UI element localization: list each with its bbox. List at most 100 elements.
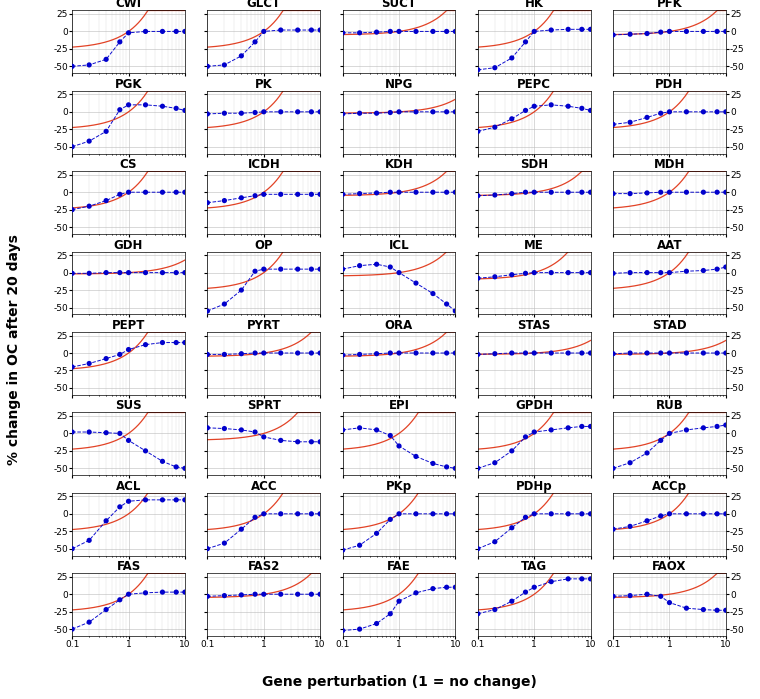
Point [370, 27, 382, 38]
Point [720, 605, 732, 616]
Point [545, 508, 557, 519]
Point [607, 119, 619, 130]
Point [139, 445, 151, 456]
Point [489, 457, 501, 468]
Point [711, 347, 724, 359]
Point [385, 26, 397, 37]
Point [720, 347, 732, 359]
Point [711, 421, 724, 432]
Point [122, 435, 135, 446]
Point [472, 608, 484, 619]
Point [337, 625, 349, 636]
Point [489, 189, 501, 201]
Point [505, 347, 518, 359]
Point [66, 268, 78, 279]
Point [274, 589, 287, 600]
Point [505, 113, 518, 124]
Point [410, 187, 422, 198]
Point [201, 349, 214, 360]
Point [697, 187, 709, 198]
Point [519, 105, 531, 116]
Point [697, 604, 709, 615]
Point [218, 59, 230, 71]
Point [427, 583, 439, 594]
Point [139, 99, 151, 110]
Title: NPG: NPG [385, 78, 413, 91]
Point [449, 26, 461, 37]
Point [607, 591, 619, 602]
Point [249, 347, 261, 359]
Point [292, 589, 304, 600]
Point [441, 187, 453, 198]
Point [519, 347, 531, 359]
Point [697, 347, 709, 359]
Point [370, 424, 382, 435]
Point [427, 288, 439, 299]
Point [139, 26, 151, 37]
Point [157, 26, 169, 37]
Point [139, 494, 151, 505]
Point [179, 105, 191, 116]
Title: AAT: AAT [657, 238, 682, 252]
Title: STAS: STAS [518, 319, 551, 332]
Point [441, 26, 453, 37]
Point [680, 347, 692, 359]
Point [393, 508, 405, 519]
Point [139, 187, 151, 198]
Point [292, 508, 304, 519]
Point [697, 26, 709, 37]
Title: GLCT: GLCT [247, 0, 281, 10]
Point [680, 424, 692, 435]
Point [236, 348, 248, 359]
Point [258, 106, 270, 117]
Point [258, 589, 270, 600]
Point [114, 594, 126, 605]
Title: ACC: ACC [251, 480, 277, 493]
Point [337, 545, 349, 556]
Point [576, 187, 588, 198]
Point [306, 347, 318, 359]
Text: % change in OC after 20 days: % change in OC after 20 days [7, 234, 21, 465]
Point [410, 26, 422, 37]
Point [441, 461, 453, 473]
Point [249, 512, 261, 523]
Title: PKp: PKp [386, 480, 412, 493]
Title: SUS: SUS [116, 400, 142, 412]
Point [385, 107, 397, 118]
Point [489, 122, 501, 133]
Point [353, 349, 366, 360]
Point [607, 348, 619, 359]
Point [472, 273, 484, 284]
Text: Gene perturbation (1 = no change): Gene perturbation (1 = no change) [261, 675, 537, 689]
Title: CWI: CWI [116, 0, 141, 10]
Point [385, 261, 397, 273]
Point [170, 187, 182, 198]
Point [370, 348, 382, 359]
Point [449, 463, 461, 474]
Point [410, 278, 422, 289]
Title: RUB: RUB [656, 400, 683, 412]
Point [576, 347, 588, 359]
Point [505, 188, 518, 199]
Point [720, 508, 732, 519]
Point [545, 24, 557, 36]
Point [179, 494, 191, 505]
Point [680, 187, 692, 198]
Point [576, 24, 588, 35]
Point [449, 106, 461, 117]
Title: ORA: ORA [385, 319, 413, 332]
Point [584, 573, 597, 584]
Point [201, 591, 214, 602]
Point [711, 264, 724, 275]
Point [157, 267, 169, 278]
Point [179, 463, 191, 474]
Point [410, 106, 422, 117]
Point [170, 337, 182, 348]
Point [663, 187, 676, 198]
Point [201, 197, 214, 208]
Point [584, 421, 597, 432]
Point [576, 421, 588, 432]
Point [201, 305, 214, 317]
Point [249, 266, 261, 277]
Point [641, 347, 653, 359]
